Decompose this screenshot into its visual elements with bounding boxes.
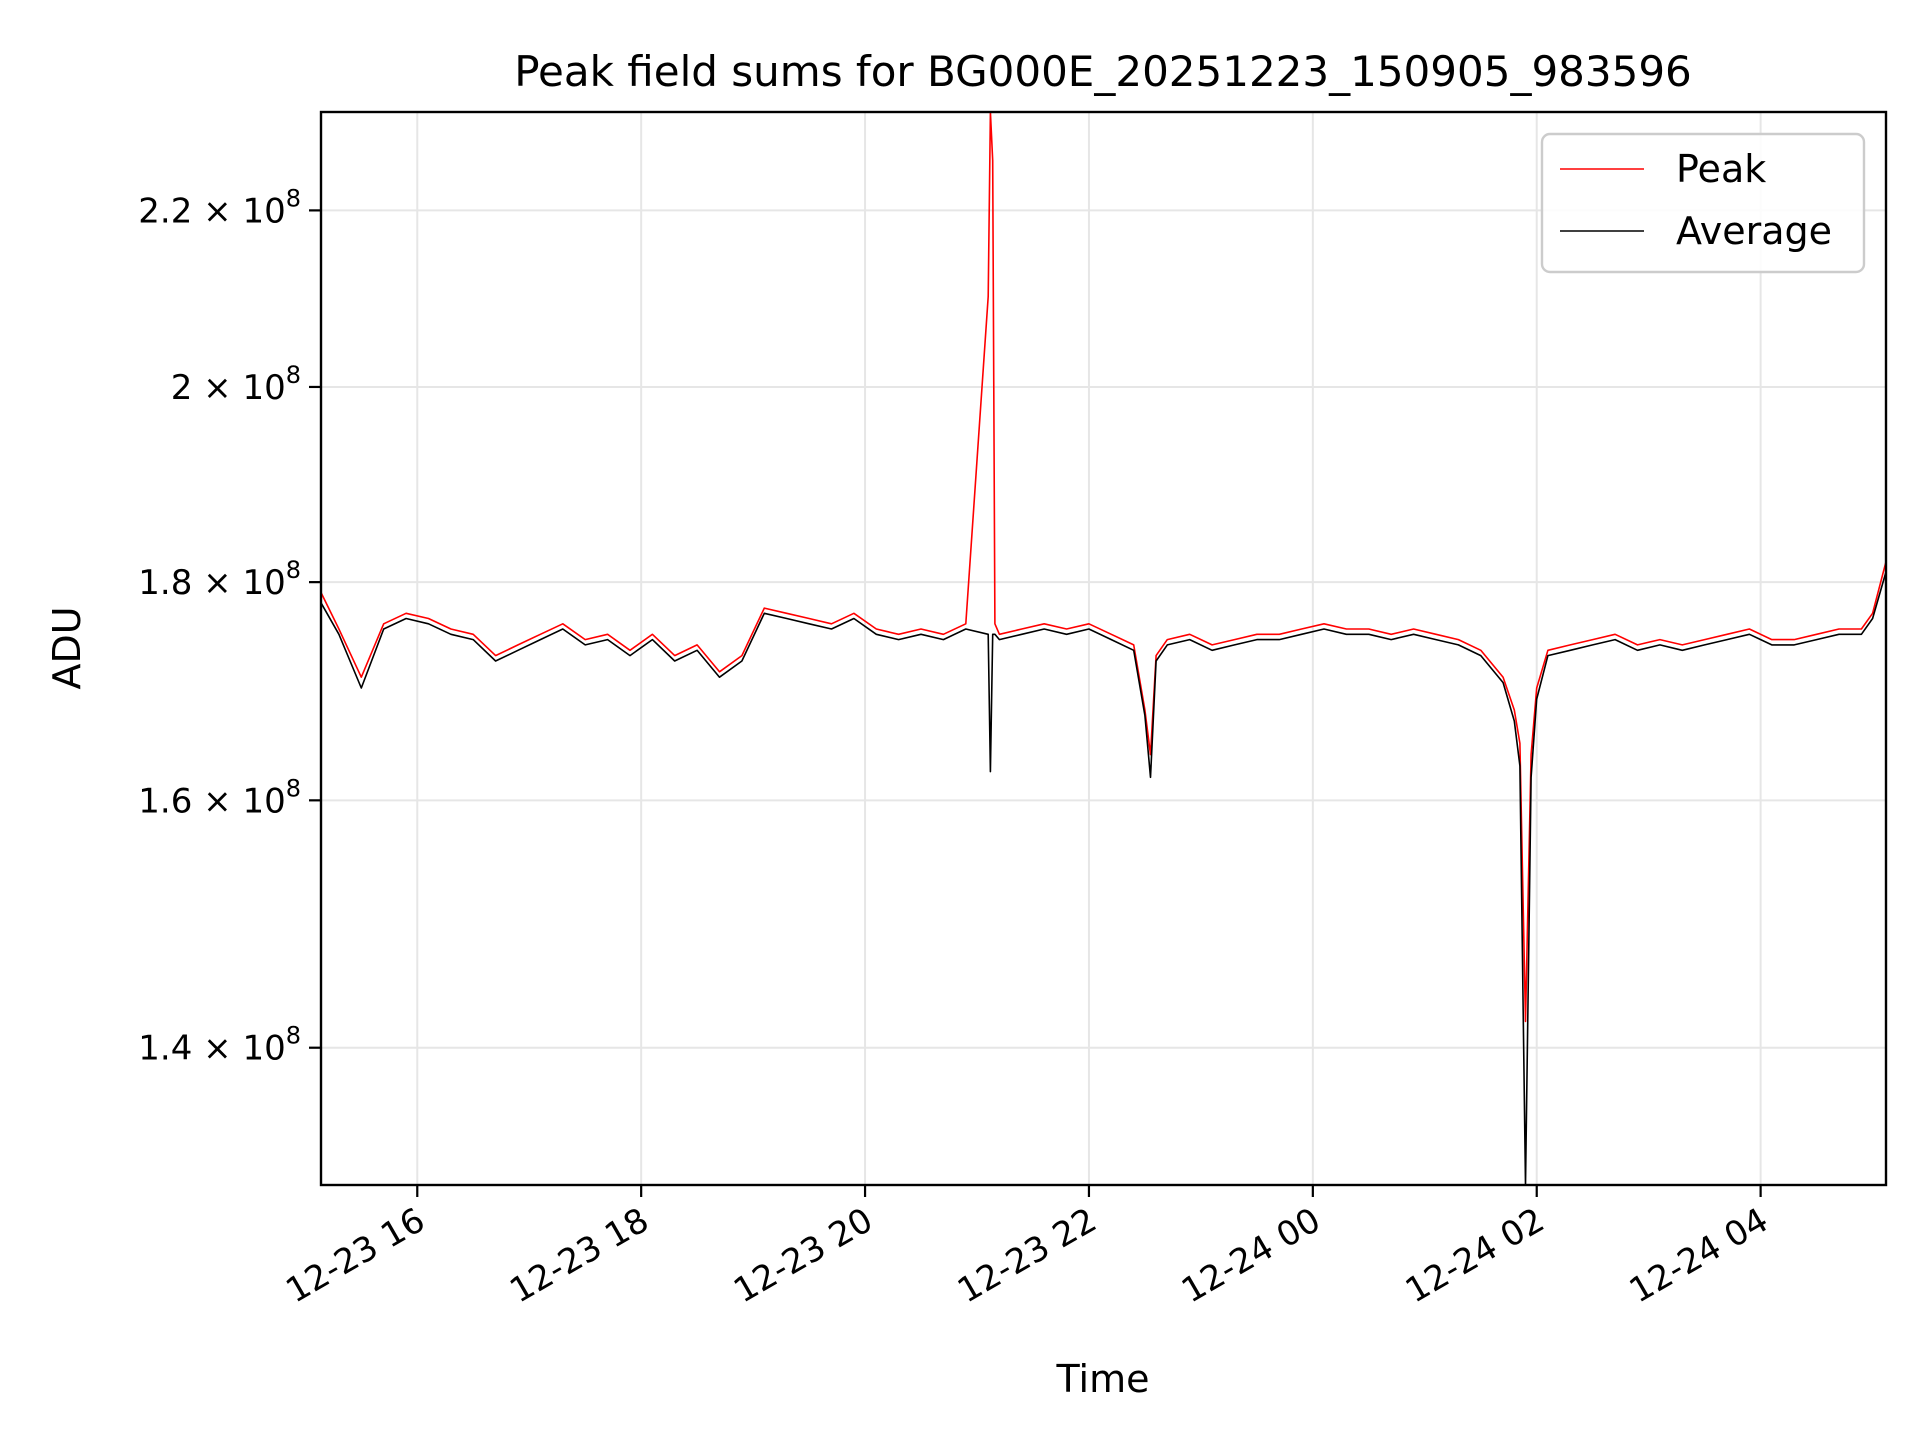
y-tick-label: 1.6 × 108 [138,774,301,821]
y-tick-label: 2.2 × 108 [138,184,301,231]
series-line-average [320,571,1887,1186]
axes-frame [319,110,1888,1187]
y-tick-label: 1.4 × 108 [138,1022,301,1069]
y-tick-label: 1.8 × 108 [138,556,301,603]
y-tick-label: 2 × 108 [171,361,301,408]
plot-area [320,111,1887,1186]
legend-label-peak: Peak [1676,147,1766,191]
y-axis-label: ADU [45,606,89,689]
series-line-peak [320,111,1887,1023]
chart-title: Peak field sums for BG000E_20251223_1509… [514,47,1692,96]
legend-label-average: Average [1676,209,1832,253]
x-axis-label: Time [1056,1357,1150,1401]
legend: Peak Average [1540,132,1866,274]
